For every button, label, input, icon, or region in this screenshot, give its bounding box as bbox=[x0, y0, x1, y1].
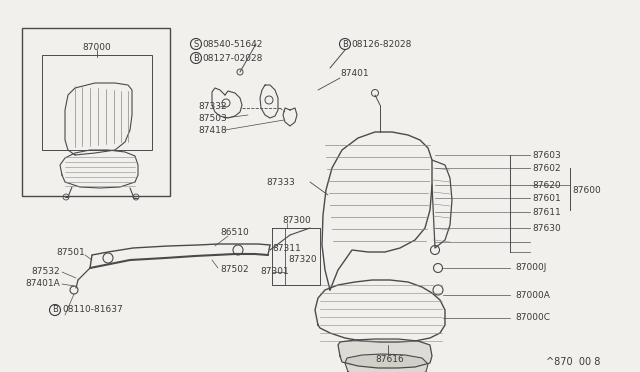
Text: 87000: 87000 bbox=[83, 42, 111, 51]
Text: 87320: 87320 bbox=[288, 256, 317, 264]
Text: B: B bbox=[52, 305, 58, 314]
Text: S: S bbox=[193, 39, 198, 48]
Text: 87503: 87503 bbox=[198, 113, 227, 122]
Text: 87501: 87501 bbox=[56, 247, 85, 257]
Text: 08110-81637: 08110-81637 bbox=[62, 305, 123, 314]
Polygon shape bbox=[345, 354, 428, 372]
Text: 87630: 87630 bbox=[532, 224, 561, 232]
Text: 87000A: 87000A bbox=[515, 291, 550, 299]
Text: 08127-02028: 08127-02028 bbox=[202, 54, 262, 62]
Text: 87620: 87620 bbox=[532, 180, 561, 189]
Text: 86510: 86510 bbox=[220, 228, 249, 237]
Text: 08540-51642: 08540-51642 bbox=[202, 39, 262, 48]
Text: B: B bbox=[193, 54, 199, 62]
Text: 87000J: 87000J bbox=[515, 263, 547, 273]
Polygon shape bbox=[338, 339, 432, 368]
Bar bbox=[22, 28, 170, 196]
Text: 08126-82028: 08126-82028 bbox=[351, 39, 412, 48]
Text: 87401: 87401 bbox=[340, 68, 369, 77]
Text: 87300: 87300 bbox=[282, 215, 311, 224]
Text: 87502: 87502 bbox=[220, 266, 248, 275]
Text: 87333: 87333 bbox=[266, 177, 295, 186]
Text: 87301: 87301 bbox=[260, 267, 289, 276]
Text: ^870  00 8: ^870 00 8 bbox=[546, 357, 600, 367]
Bar bbox=[42, 55, 152, 150]
Text: 87603: 87603 bbox=[532, 151, 561, 160]
Text: B: B bbox=[342, 39, 348, 48]
Text: 87418: 87418 bbox=[198, 125, 227, 135]
Text: 87000C: 87000C bbox=[515, 314, 550, 323]
Text: 87611: 87611 bbox=[532, 208, 561, 217]
Text: 87600: 87600 bbox=[572, 186, 601, 195]
Text: 87601: 87601 bbox=[532, 193, 561, 202]
Text: 87616: 87616 bbox=[375, 356, 404, 365]
Text: 87532: 87532 bbox=[31, 267, 60, 276]
Text: 87332: 87332 bbox=[198, 102, 227, 110]
Text: 87602: 87602 bbox=[532, 164, 561, 173]
Text: 87401A: 87401A bbox=[25, 279, 60, 289]
Text: 87311: 87311 bbox=[272, 244, 301, 253]
